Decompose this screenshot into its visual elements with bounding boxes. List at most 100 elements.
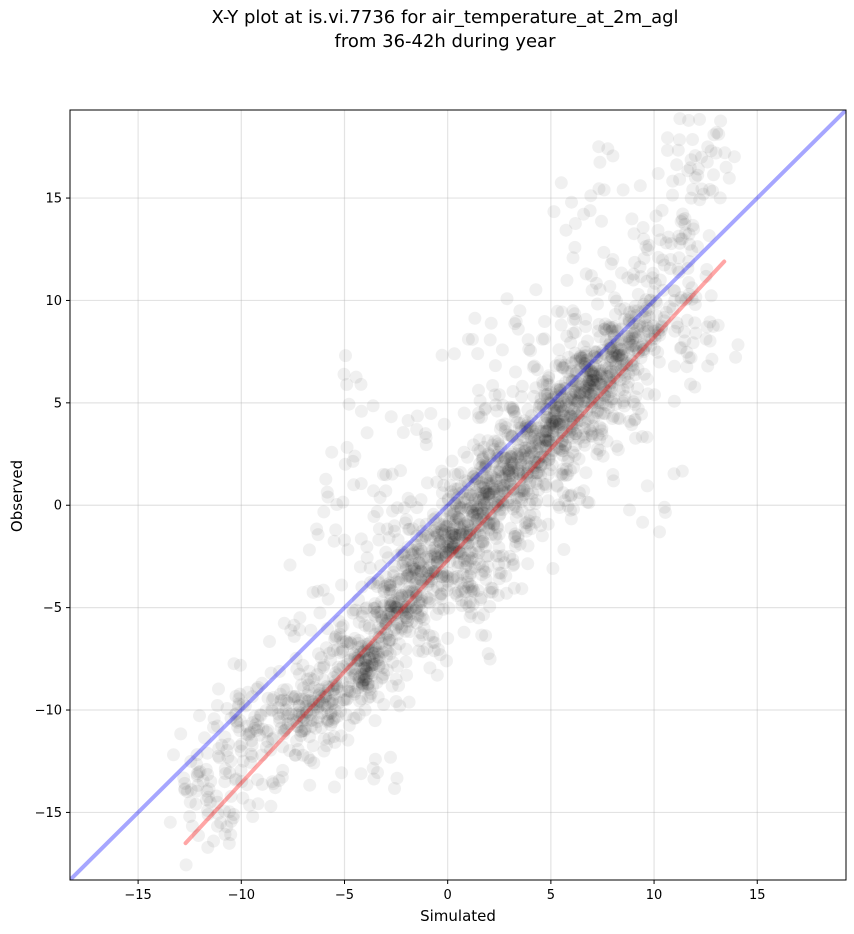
data-point	[357, 670, 371, 684]
data-point	[218, 762, 232, 776]
data-point	[686, 336, 700, 350]
data-point	[211, 795, 225, 809]
data-point	[474, 486, 488, 500]
data-point	[572, 386, 586, 400]
data-point	[429, 544, 443, 558]
data-point	[648, 276, 662, 290]
data-point	[368, 752, 382, 766]
data-point	[431, 551, 445, 565]
data-point	[578, 430, 592, 444]
data-point	[355, 680, 369, 694]
data-point	[591, 442, 605, 456]
data-point	[566, 251, 580, 265]
data-point	[446, 522, 460, 536]
data-point	[590, 405, 604, 419]
data-point	[384, 599, 398, 613]
data-point	[547, 403, 561, 417]
data-point	[611, 341, 625, 355]
data-point	[526, 424, 540, 438]
data-point	[486, 457, 500, 471]
data-point	[457, 581, 471, 595]
data-point	[463, 528, 477, 542]
data-point	[468, 492, 482, 506]
data-point	[440, 540, 454, 554]
data-point	[424, 533, 437, 547]
data-point	[596, 346, 610, 360]
data-point	[626, 334, 640, 348]
data-point	[565, 364, 579, 378]
data-point	[419, 438, 433, 452]
data-point	[367, 772, 381, 786]
data-point	[656, 253, 670, 267]
data-point	[214, 816, 228, 830]
data-point	[399, 611, 413, 625]
data-point	[671, 143, 685, 157]
data-point	[307, 695, 320, 709]
data-point	[552, 430, 566, 443]
data-point	[447, 570, 460, 584]
data-point	[299, 713, 313, 727]
data-point	[605, 412, 619, 425]
data-point	[348, 651, 362, 665]
data-point	[465, 528, 479, 542]
data-point	[296, 658, 310, 672]
data-point	[637, 297, 651, 311]
data-point	[567, 384, 581, 397]
data-point	[545, 416, 559, 429]
data-point	[578, 386, 592, 400]
data-point	[556, 448, 570, 462]
data-point	[280, 694, 294, 708]
data-point	[527, 447, 540, 461]
data-point	[656, 283, 670, 297]
data-point	[478, 403, 492, 417]
data-point	[524, 522, 538, 536]
data-point	[472, 507, 486, 521]
data-point	[343, 674, 357, 688]
data-point	[386, 655, 400, 669]
data-point	[407, 562, 421, 576]
data-point	[542, 434, 556, 448]
data-point	[179, 858, 193, 872]
data-point	[463, 529, 476, 543]
data-point	[568, 448, 582, 462]
data-point	[606, 351, 620, 365]
data-point	[275, 770, 289, 784]
data-point	[488, 359, 502, 373]
data-point	[573, 388, 587, 402]
data-point	[400, 599, 414, 613]
data-point	[506, 465, 520, 479]
data-point	[622, 367, 636, 381]
data-point	[232, 697, 246, 711]
data-point	[608, 354, 622, 368]
data-point	[294, 725, 308, 739]
data-point	[426, 507, 440, 521]
data-point	[320, 739, 333, 753]
data-point	[436, 537, 450, 551]
data-point	[425, 544, 439, 558]
data-point	[392, 591, 406, 605]
data-point	[345, 662, 358, 676]
data-point	[483, 507, 497, 521]
data-point	[424, 549, 438, 563]
data-point	[651, 250, 665, 264]
data-point	[439, 569, 453, 583]
data-point	[707, 168, 720, 182]
data-point	[577, 370, 591, 384]
data-point	[581, 377, 595, 391]
data-point	[506, 552, 520, 566]
data-point	[621, 375, 635, 389]
data-point	[491, 451, 505, 465]
data-point	[584, 429, 598, 443]
data-point	[272, 774, 286, 787]
data-point	[531, 421, 545, 435]
data-point	[564, 512, 578, 526]
data-point	[190, 748, 204, 762]
data-point	[513, 482, 527, 496]
data-point	[465, 546, 479, 560]
data-point	[210, 789, 223, 803]
data-point	[696, 187, 710, 201]
data-point	[478, 498, 492, 512]
data-point	[259, 704, 273, 717]
data-point	[542, 452, 556, 466]
data-point	[463, 501, 477, 515]
